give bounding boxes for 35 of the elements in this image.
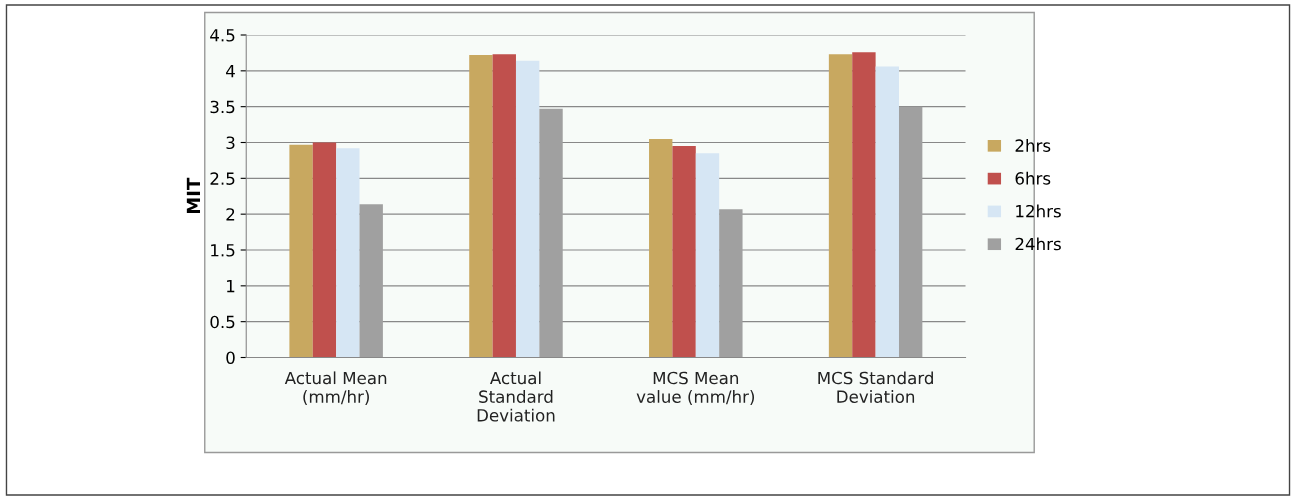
x-tick-label: MCS Standard Deviation (818, 371, 933, 403)
y-tick-label: 3 (226, 136, 235, 150)
y-tick-label: 4.5 (210, 29, 235, 42)
bar (898, 106, 923, 358)
legend-label: 12hrs (1016, 204, 1061, 218)
y-tick-label: 4 (226, 65, 235, 78)
bar (695, 153, 720, 358)
y-axis-title: MIT (186, 177, 201, 214)
legend-label: 2hrs (1015, 138, 1051, 152)
x-tick-label: Actual Standard Deviation (477, 371, 555, 422)
bar (719, 209, 743, 358)
bar (312, 142, 337, 358)
y-tick-label: 1 (227, 280, 235, 293)
y-tick-label: 1.5 (211, 244, 235, 257)
x-tick-label: Actual Mean (mm/hr) (284, 371, 387, 405)
bar (469, 55, 493, 358)
bar (336, 148, 360, 358)
y-tick-label: 3.5 (210, 100, 235, 114)
legend-label: 6hrs (1015, 171, 1051, 185)
x-tick-label: MCS Mean value (mm/hr) (636, 371, 755, 405)
bar (539, 108, 563, 358)
y-tick-label: 0.5 (210, 315, 235, 329)
bar (289, 144, 313, 358)
bar (875, 66, 899, 358)
bar (672, 146, 696, 358)
bar (828, 54, 853, 358)
legend-label: 24hrs (1015, 237, 1061, 251)
bar (515, 60, 540, 358)
bar (359, 204, 383, 358)
bar (492, 54, 516, 358)
y-tick-label: 2.5 (210, 172, 235, 185)
bar (852, 52, 876, 358)
y-tick-label: 0 (226, 351, 235, 365)
y-tick-label: 2 (226, 208, 235, 221)
bar (649, 138, 673, 358)
